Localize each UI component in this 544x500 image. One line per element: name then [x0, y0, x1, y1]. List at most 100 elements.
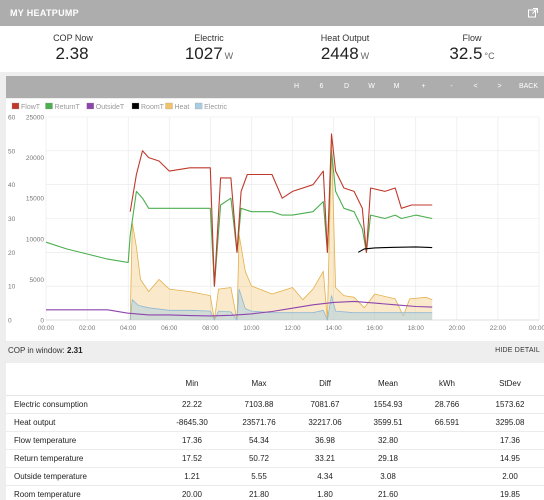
table-cell: 17.36 — [158, 431, 226, 450]
series-line-heat — [129, 141, 433, 321]
table-header-row: Min Max Diff Mean kWh StDev — [6, 373, 544, 396]
table-cell: 5.55 — [226, 467, 292, 486]
table-cell: 3.08 — [358, 467, 418, 486]
table-cell: 66.591 — [418, 413, 476, 432]
stat-label: Electric — [194, 33, 224, 43]
cop-window-value: 2.31 — [67, 346, 83, 355]
table-cell: 33.21 — [292, 449, 358, 468]
live-stats: COP Now 2.38 Electric 1027 W Heat Output … — [0, 26, 544, 72]
y-left-tick: 10 — [8, 284, 16, 291]
legend-label: ReturnT — [55, 104, 81, 111]
column-header: StDev — [476, 373, 544, 396]
stat-flow: Flow 32.5 °C — [404, 33, 540, 64]
table-row: Outside temperature 1.21 5.55 4.34 3.08 2.00 — [6, 467, 544, 486]
x-tick: 16:00 — [367, 325, 384, 332]
history-chart[interactable]: FlowT ReturnT OutsideT RoomT Heat Electric 0 10… — [6, 99, 544, 341]
range-week-button[interactable]: W — [368, 83, 375, 90]
table-cell: 1.21 — [158, 467, 226, 486]
table-row: Room temperature 20.00 21.80 1.80 21.60 19.85 — [6, 485, 544, 500]
table-cell — [418, 467, 476, 486]
legend-swatch — [131, 102, 140, 110]
column-header — [6, 373, 158, 396]
y-left-tick: 40 — [8, 182, 16, 189]
back-button[interactable]: BACK — [518, 83, 539, 90]
table-cell — [418, 431, 476, 450]
legend-label: FlowT — [21, 104, 41, 111]
pan-right-button[interactable]: > — [497, 83, 502, 90]
table-cell: 21.80 — [226, 485, 292, 500]
stat-cop-now: COP Now 2.38 — [5, 33, 141, 64]
table-cell — [418, 449, 476, 468]
legend-swatch — [45, 102, 53, 110]
x-tick: 00:00 — [38, 325, 55, 332]
y-right-tick: 0 — [40, 318, 44, 325]
x-tick: 10:00 — [243, 325, 260, 332]
stat-electric: Electric 1027 W — [141, 33, 277, 64]
column-header: Min — [158, 373, 226, 396]
stat-value: 32.5 — [449, 44, 483, 63]
range-hour-button[interactable]: H — [293, 83, 300, 90]
y-left-tick: 50 — [8, 148, 16, 155]
series-line-roomt — [357, 246, 433, 253]
x-tick: 04:00 — [120, 325, 137, 332]
table-cell: 4.34 — [292, 467, 358, 486]
title-bar: MY HEATPUMP — [0, 0, 544, 26]
legend-label: Heat — [175, 104, 190, 111]
legend-label: RoomT — [141, 104, 165, 111]
legend-swatch — [165, 102, 173, 110]
table-cell: -8645.30 — [158, 413, 226, 432]
app-title: MY HEATPUMP — [10, 8, 79, 18]
y-left-tick: 60 — [8, 115, 16, 122]
column-header: Max — [226, 373, 292, 396]
zoom-out-button[interactable]: - — [450, 83, 453, 90]
chart-svg: FlowT ReturnT OutsideT RoomT Heat Electric 0 10… — [8, 102, 544, 332]
stat-heat-output: Heat Output 2448 W — [277, 33, 413, 64]
cop-window-bar: COP in window: 2.31 HIDE DETAIL — [0, 342, 544, 360]
stats-table: Min Max Diff Mean kWh StDev Electric con… — [6, 373, 544, 500]
stat-unit: °C — [484, 51, 495, 61]
cop-window-label: COP in window: — [8, 346, 65, 355]
x-tick: 22:00 — [490, 325, 507, 332]
table-cell: 1554.93 — [358, 395, 418, 414]
hide-detail-button[interactable]: HIDE DETAIL — [495, 347, 540, 354]
stats-table-panel: Min Max Diff Mean kWh StDev Electric con… — [6, 363, 544, 500]
table-cell: 22.22 — [158, 395, 226, 414]
stat-value: 2448 — [320, 44, 359, 63]
x-tick: 00:00 — [529, 325, 544, 332]
legend-label: OutsideT — [96, 104, 125, 111]
row-label: Electric consumption — [6, 395, 158, 414]
table-cell: 28.766 — [418, 395, 476, 414]
x-tick: 20:00 — [449, 325, 466, 332]
range-6h-button[interactable]: 6 — [319, 83, 324, 90]
series-line-outsidet — [46, 300, 433, 317]
series-line-flowt — [129, 133, 433, 287]
table-cell: 32.80 — [358, 431, 418, 450]
row-label: Outside temperature — [6, 467, 158, 486]
table-cell: 29.18 — [358, 449, 418, 468]
y-left-tick: 20 — [8, 250, 16, 257]
table-cell: 1.80 — [292, 485, 358, 500]
table-cell: 3295.08 — [476, 413, 544, 432]
x-tick: 06:00 — [161, 325, 178, 332]
y-right-tick: 15000 — [26, 196, 44, 203]
row-label: Flow temperature — [6, 431, 158, 450]
column-header: Diff — [292, 373, 358, 396]
range-month-button[interactable]: M — [393, 83, 400, 90]
table-cell: 2.00 — [476, 467, 544, 486]
column-header: kWh — [418, 373, 476, 396]
zoom-in-button[interactable]: + — [421, 83, 426, 90]
table-cell — [418, 485, 476, 500]
pan-left-button[interactable]: < — [473, 83, 478, 90]
table-row: Heat output -8645.30 23571.76 32217.06 3599.… — [6, 413, 544, 432]
legend-swatch — [11, 102, 20, 110]
table-row: Flow temperature 17.36 54.34 36.98 32.80 17.3… — [6, 431, 544, 450]
legend-swatch — [86, 102, 94, 110]
y-left-tick: 0 — [8, 318, 12, 325]
table-cell: 17.52 — [158, 449, 226, 468]
range-day-button[interactable]: D — [343, 83, 350, 90]
series-area-electric — [130, 289, 433, 320]
table-cell: 32217.06 — [292, 413, 358, 432]
external-link-icon[interactable] — [527, 7, 539, 19]
x-tick: 12:00 — [284, 325, 301, 332]
table-cell: 50.72 — [226, 449, 292, 468]
